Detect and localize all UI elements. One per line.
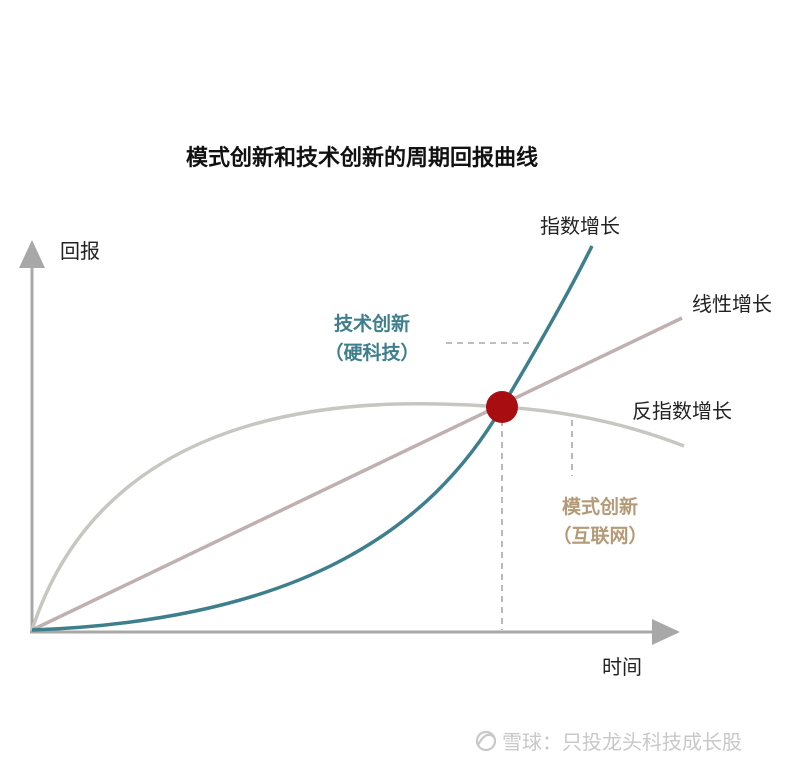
model-annotation-line2: （互联网） <box>552 524 647 547</box>
exponential-label: 指数增长 <box>540 214 620 238</box>
tech-annotation-line1: 技术创新 <box>334 312 410 335</box>
intersection-point <box>486 391 518 423</box>
linear-curve <box>31 316 683 632</box>
y-axis-label: 回报 <box>60 239 100 263</box>
exponential-curve <box>31 245 594 632</box>
x-axis-arrow-icon <box>652 619 680 645</box>
tech-annotation: 技术创新 （硬科技） <box>324 312 419 364</box>
curves <box>30 245 685 632</box>
guide-lines <box>446 342 573 630</box>
tech-annotation-line2: （硬科技） <box>324 341 419 364</box>
linear-label: 线性增长 <box>692 292 772 316</box>
y-axis-arrow-icon <box>19 240 45 268</box>
snowball-logo-icon <box>475 730 497 752</box>
inverse-exponential-curve <box>30 401 685 631</box>
model-annotation-line1: 模式创新 <box>562 495 638 518</box>
inverse-exponential-label: 反指数增长 <box>632 399 732 423</box>
diagram-title: 模式创新和技术创新的周期回报曲线 <box>186 145 538 171</box>
model-annotation: 模式创新 （互联网） <box>552 495 647 547</box>
axes: 回报 时间 <box>19 239 680 679</box>
watermark-text: 雪球：只投龙头科技成长股 <box>502 730 742 754</box>
watermark: 雪球：只投龙头科技成长股 <box>475 730 742 754</box>
x-axis-label: 时间 <box>602 655 642 679</box>
